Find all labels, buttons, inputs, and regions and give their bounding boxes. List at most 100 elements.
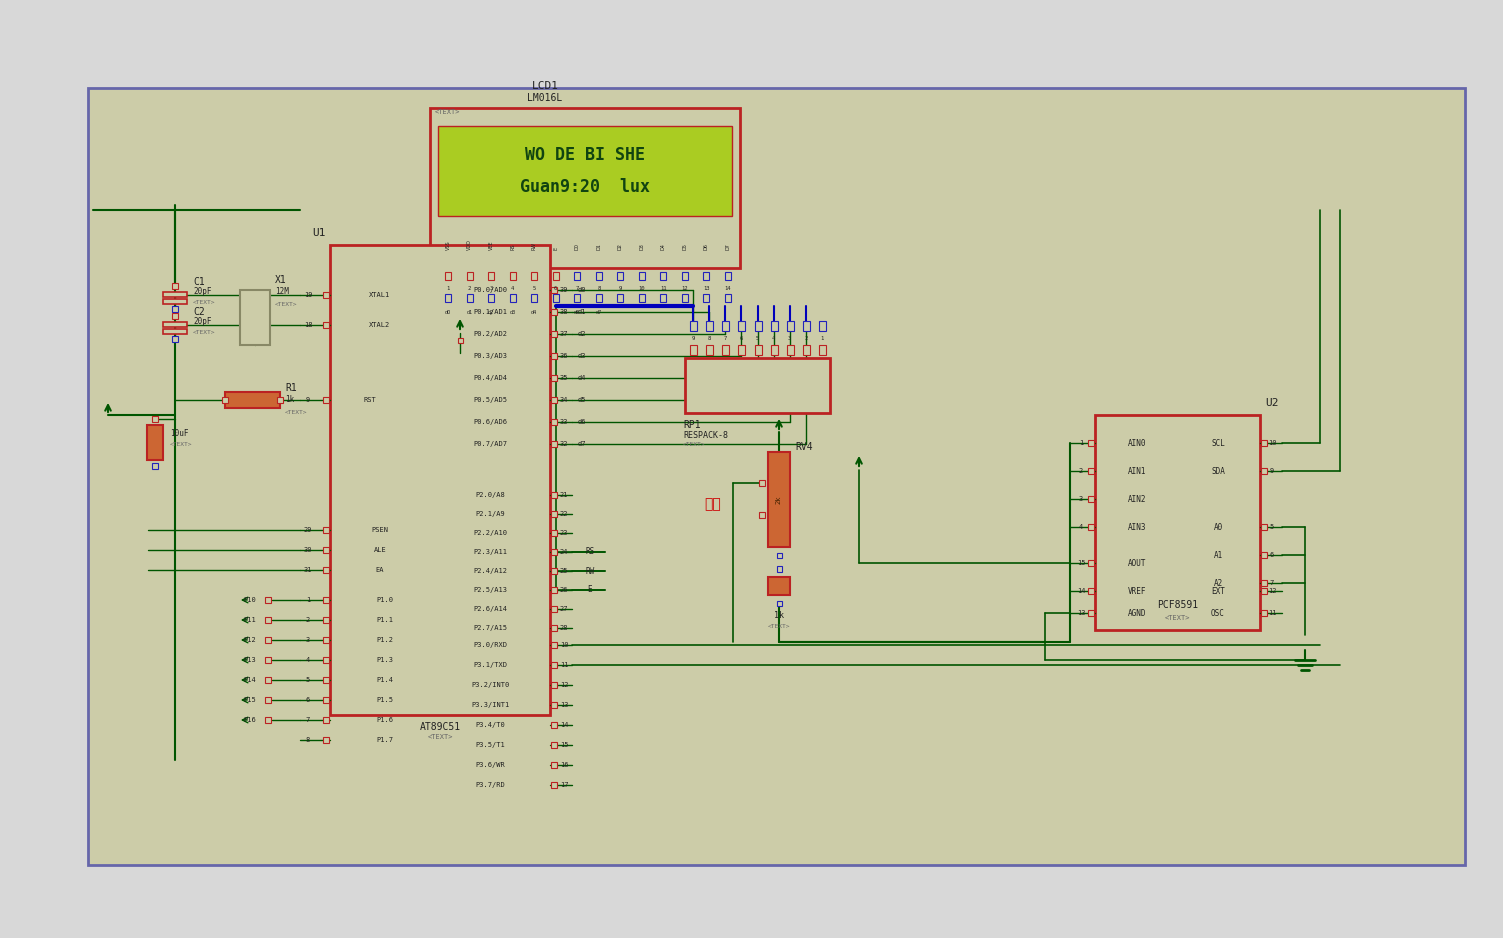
Text: d7: d7 [579,441,586,447]
Text: D5: D5 [682,243,687,250]
Bar [510,294,516,302]
Bar [323,527,329,533]
Text: 1: 1 [307,597,310,603]
Text: P0.0/AD0: P0.0/AD0 [473,287,507,293]
Text: d1: d1 [466,310,472,314]
Bar [323,637,329,643]
Text: 25: 25 [559,568,568,574]
Text: P3.4/T0: P3.4/T0 [475,722,505,728]
Text: D6: D6 [703,243,709,250]
Text: P0.3/AD3: P0.3/AD3 [473,353,507,359]
Bar [225,392,280,408]
Text: 14: 14 [724,285,732,291]
Bar [171,313,177,319]
Text: SCL: SCL [1211,438,1225,447]
Text: XTAL2: XTAL2 [370,322,391,328]
Bar [1088,610,1094,616]
Text: RW: RW [532,242,537,250]
Bar [162,292,186,297]
Text: 38: 38 [559,309,568,315]
Text: 9: 9 [1270,468,1275,474]
Bar [768,452,791,547]
Text: D4: D4 [661,243,666,250]
Text: OSC: OSC [1211,609,1225,617]
Bar [430,108,739,268]
Text: P10: P10 [243,597,257,603]
Text: 9: 9 [619,285,622,291]
Bar [323,567,329,573]
Bar [552,662,558,668]
Text: 39: 39 [559,287,568,293]
Bar [552,353,558,359]
Bar [552,492,558,498]
Text: 3: 3 [490,285,493,291]
Bar [323,657,329,663]
Text: 1k: 1k [774,611,785,619]
Bar [786,345,794,355]
Text: 1: 1 [1079,440,1084,446]
Bar [706,345,712,355]
Bar [777,566,782,572]
Bar [1088,560,1094,566]
Text: 15: 15 [559,742,568,748]
Bar [552,606,558,612]
Text: 14: 14 [559,722,568,728]
Text: P0.7/AD7: P0.7/AD7 [473,441,507,447]
Bar [331,245,550,715]
Text: 7: 7 [1270,580,1275,586]
Bar [240,290,271,345]
Text: 13: 13 [703,285,709,291]
Text: 21: 21 [559,492,568,498]
Text: RESPACK-8: RESPACK-8 [682,431,727,440]
Bar [1088,524,1094,530]
Bar [1261,524,1267,530]
Bar [323,677,329,683]
Text: P0.6/AD6: P0.6/AD6 [473,419,507,425]
Bar [323,617,329,623]
Bar [803,321,810,331]
Text: 6: 6 [1270,552,1275,558]
Text: <TEXT>: <TEXT> [682,443,705,447]
Bar [755,345,762,355]
Text: P0.2/AD2: P0.2/AD2 [473,331,507,337]
Text: P3.5/T1: P3.5/T1 [475,742,505,748]
Bar [323,697,329,703]
Text: d6: d6 [574,310,580,314]
Bar [553,294,559,302]
Bar [595,272,601,280]
Text: 12: 12 [682,285,688,291]
Text: 8: 8 [307,737,310,743]
Text: 8: 8 [597,285,600,291]
Text: C2: C2 [192,307,204,317]
Bar [1088,496,1094,502]
Bar [768,577,791,595]
Bar [552,702,558,708]
Text: LM016L: LM016L [528,93,562,103]
Bar [510,272,516,280]
Text: P1.3: P1.3 [376,657,394,663]
Bar [595,294,601,302]
Text: AIN3: AIN3 [1127,522,1147,532]
Text: D0: D0 [574,243,580,250]
Text: VREF: VREF [1127,586,1147,596]
Text: P2.1/A9: P2.1/A9 [475,511,505,517]
Bar [445,272,451,280]
Bar [618,294,624,302]
Text: 14: 14 [1076,588,1085,594]
Bar [323,322,329,328]
Text: d1: d1 [579,309,586,315]
Bar [819,345,827,355]
Text: 2: 2 [1079,468,1084,474]
Text: d4: d4 [579,375,586,381]
Text: 2: 2 [467,285,470,291]
Text: P2.0/A8: P2.0/A8 [475,492,505,498]
Bar [265,597,271,603]
Bar [803,345,810,355]
Bar [703,294,709,302]
Bar [574,294,580,302]
Bar [162,329,186,334]
Text: 24: 24 [559,549,568,555]
Bar [552,397,558,403]
Text: 8: 8 [708,336,711,340]
Text: RP1: RP1 [682,420,700,430]
